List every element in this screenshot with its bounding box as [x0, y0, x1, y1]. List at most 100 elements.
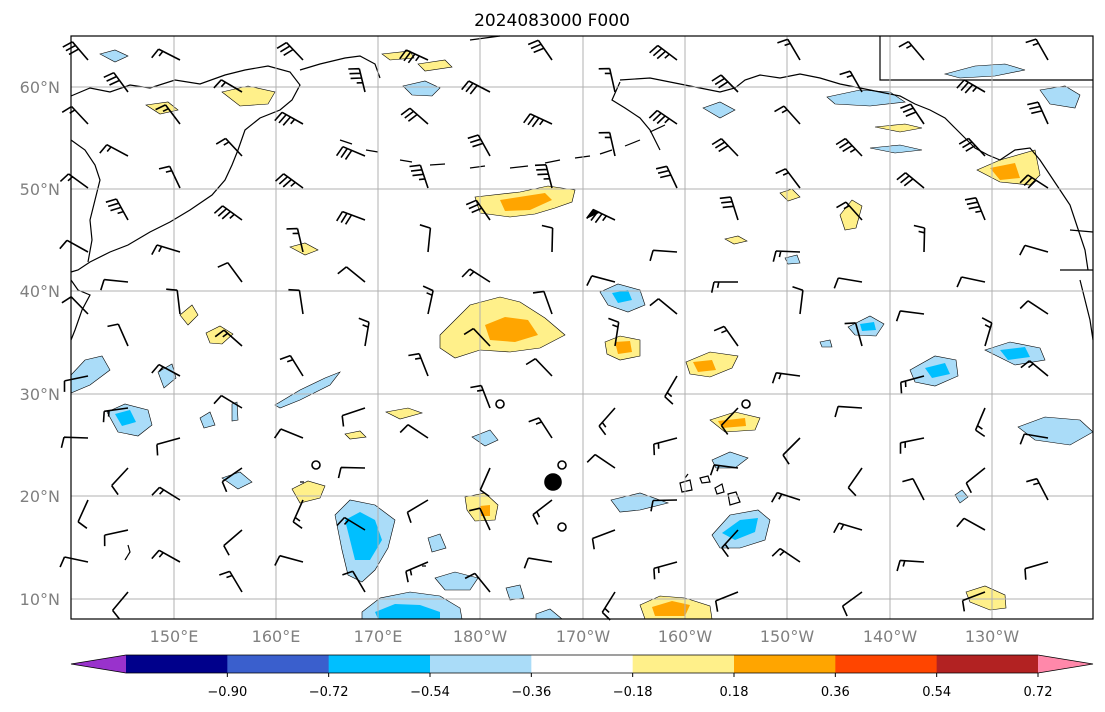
- pacific-islands: [124, 481, 426, 567]
- wind-barb: [1019, 174, 1049, 189]
- wind-barb: [523, 557, 553, 569]
- wind-barb: [586, 453, 616, 469]
- storm-center-marker: [544, 473, 562, 491]
- wind-barb: [720, 407, 739, 435]
- anomaly-patch-positive: [693, 360, 716, 372]
- lon-label: 150°E: [150, 627, 199, 646]
- wind-barb: [341, 407, 366, 427]
- wind-barb: [792, 285, 804, 315]
- wind-barb: [409, 164, 429, 189]
- calm-circle: [741, 399, 751, 409]
- anomaly-patch-negative: [1000, 347, 1030, 360]
- wind-barb: [655, 165, 678, 189]
- wind-barb: [771, 372, 801, 384]
- wind-barb: [899, 437, 925, 454]
- wind-barb: [274, 554, 304, 566]
- anomaly-patch-positive: [205, 325, 234, 345]
- anomaly-patch-positive: [500, 193, 552, 211]
- wind-barb: [219, 570, 243, 593]
- wind-barb: [111, 467, 129, 496]
- wind-barb: [479, 467, 491, 498]
- colorbar-extend-high: [1038, 655, 1093, 673]
- wind-barb: [834, 405, 863, 418]
- wind-barb: [217, 261, 243, 283]
- lat-label: 10°N: [20, 590, 60, 609]
- anomaly-patch-positive: [179, 304, 199, 326]
- wind-barb: [771, 491, 801, 503]
- coastline-alaska: [299, 55, 381, 79]
- wind-barb: [465, 199, 491, 221]
- figure-title: 2024083000 F000: [474, 11, 630, 31]
- wind-barb: [1019, 300, 1049, 315]
- lat-label: 30°N: [20, 385, 60, 404]
- wind-barb: [213, 394, 243, 409]
- anomaly-patch-positive: [485, 317, 538, 342]
- wind-barb: [100, 278, 129, 291]
- anomaly-patch-positive: [652, 601, 690, 616]
- wind-barb: [77, 499, 89, 529]
- wind-barb: [777, 38, 801, 61]
- wind-barb: [774, 105, 801, 125]
- colorbar-tick-label: −0.90: [207, 685, 247, 700]
- wind-barb: [288, 288, 304, 315]
- anomaly-patch-negative: [99, 49, 129, 63]
- colorbar-tick-label: 0.36: [821, 685, 850, 700]
- colorbar-bin: [835, 655, 938, 673]
- hawaiian-islands: [679, 473, 741, 506]
- wind-barb: [653, 561, 678, 580]
- lat-label: 20°N: [20, 487, 60, 506]
- wind-barb: [771, 547, 801, 563]
- wind-barb: [1025, 38, 1049, 61]
- wind-barb: [525, 358, 553, 377]
- anomaly-shading: [70, 49, 1094, 620]
- wind-barb: [598, 131, 616, 157]
- wind-barb: [711, 74, 739, 93]
- wind-barb: [653, 437, 678, 456]
- coastline-alaska: [879, 36, 1093, 81]
- wind-barb: [273, 428, 304, 439]
- anomaly-patch-positive: [874, 123, 923, 133]
- wind-barb: [541, 224, 554, 253]
- wind-barb: [103, 71, 129, 93]
- anomaly-patch-negative: [157, 363, 177, 389]
- wind-barb: [99, 143, 129, 157]
- lat-label: 60°N: [20, 78, 60, 97]
- colorbar: −0.90 −0.72 −0.54 −0.36 −0.18 0.18 0.36 0.54 0.7…: [70, 654, 1094, 700]
- wind-barb: [900, 103, 925, 125]
- wind-barb: [534, 164, 553, 189]
- coastline-asia: [70, 279, 91, 341]
- wind-barb: [274, 173, 304, 189]
- anomaly-patch-positive: [779, 188, 801, 202]
- colorbar-bin: [430, 655, 532, 673]
- wind-barb: [467, 134, 491, 157]
- wind-barb: [839, 70, 863, 93]
- anomaly-patch-positive: [965, 585, 1007, 611]
- wind-barb-pennant: [586, 208, 601, 219]
- anomaly-patch-positive: [385, 407, 423, 420]
- anomaly-patch-positive: [615, 341, 632, 354]
- wind-barb: [649, 298, 678, 315]
- anomaly-patch-negative: [819, 339, 833, 348]
- wind-barb: [664, 375, 678, 405]
- colorbar-bin: [734, 655, 836, 673]
- wind-barb: [721, 529, 739, 558]
- wind-barb: [274, 111, 304, 126]
- wind-barb: [1024, 561, 1049, 580]
- coastline-alaska: [611, 81, 661, 151]
- wind-barb: [974, 407, 986, 438]
- wind-barb: [775, 168, 801, 189]
- wind-barb: [956, 79, 986, 94]
- wind-barb: [279, 354, 304, 377]
- colorbar-tick-label: 0.54: [922, 685, 951, 700]
- coastline-alaska: [1079, 279, 1094, 341]
- latitude-labels: 60°N 50°N 40°N 30°N 20°N 10°N: [20, 78, 60, 609]
- wind-barb: [648, 109, 678, 125]
- colorbar-outline: [70, 654, 1094, 674]
- map-panel: [59, 35, 1094, 621]
- wind-barbs: [59, 38, 1049, 621]
- wind-barb: [292, 499, 304, 529]
- wind-barb: [958, 137, 986, 157]
- wind-barb: [102, 407, 129, 423]
- wind-barb: [956, 517, 986, 531]
- anomaly-patch-positive: [724, 235, 748, 245]
